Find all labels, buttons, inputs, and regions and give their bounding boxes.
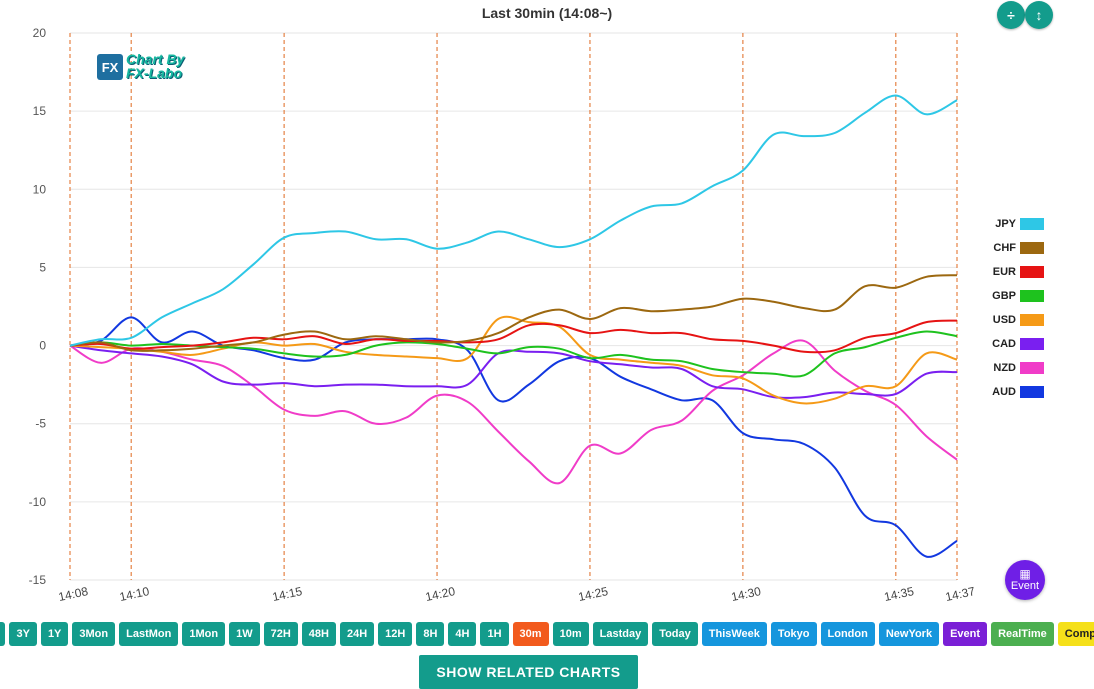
chart-title: Last 30min (14:08~) [481, 5, 613, 21]
logo: FX Chart By FX-Labo [97, 52, 207, 84]
line-chart: 20 15 10 5 0 -5 -10 -15 14:08 14:10 14:15 14:20 14:2… [29, 26, 977, 604]
timeframe-button-london[interactable]: London [820, 622, 875, 646]
timeframe-button-1y[interactable]: 1Y [40, 622, 69, 646]
legend: JPY CHF EUR GBP USD CAD NZD AUD [978, 212, 1044, 404]
timeframe-button-lastmon[interactable]: LastMon [119, 622, 179, 646]
timeframe-button-1w[interactable]: 1W [229, 622, 260, 646]
legend-swatch [1020, 266, 1044, 278]
legend-item-chf[interactable]: CHF [978, 236, 1044, 260]
timeframe-button-30m[interactable]: 30m [512, 622, 549, 646]
timeframe-button-event[interactable]: Event [943, 622, 988, 646]
timeframe-button-48h[interactable]: 48H [301, 622, 336, 646]
legend-label: EUR [992, 266, 1016, 278]
legend-swatch [1020, 362, 1044, 374]
timeframe-button-1h[interactable]: 1H [480, 622, 509, 646]
logo-line2: FX-Labo [126, 65, 182, 81]
timeframe-button-24h[interactable]: 24H [339, 622, 375, 646]
legend-swatch [1020, 338, 1044, 350]
series-line-eur [69, 319, 958, 354]
legend-item-gbp[interactable]: GBP [978, 284, 1044, 308]
y-tick-label: -15 [29, 573, 47, 587]
legend-swatch [1020, 218, 1044, 230]
legend-swatch [1020, 290, 1044, 302]
y-tick-label: -5 [35, 417, 46, 431]
legend-label: USD [992, 314, 1016, 326]
timeframe-button-1mon[interactable]: 1Mon [182, 622, 226, 646]
legend-label: JPY [995, 218, 1016, 230]
logo-line1: Chart By [126, 51, 185, 67]
legend-swatch [1020, 242, 1044, 254]
timeframe-button-today[interactable]: Today [652, 622, 698, 646]
expand-vertical-icon[interactable]: ↕ [1025, 1, 1053, 29]
x-tick-label: 14:15 [271, 584, 304, 604]
calendar-icon: ▦ [1019, 567, 1031, 581]
legend-swatch [1020, 386, 1044, 398]
legend-item-usd[interactable]: USD [978, 308, 1044, 332]
logo-icon: FX [97, 54, 123, 80]
series-line-usd [69, 315, 958, 405]
legend-label: NZD [993, 362, 1016, 374]
timeframe-bar: 5Y3Y1Y3MonLastMon1Mon1W72H48H24H12H8H4H1… [0, 622, 1094, 648]
legend-swatch [1020, 314, 1044, 326]
timeframe-button-newyork[interactable]: NewYork [878, 622, 940, 646]
timeframe-button-realtime[interactable]: RealTime [991, 622, 1054, 646]
series-line-aud [69, 316, 958, 558]
show-related-charts-button[interactable]: SHOW RELATED CHARTS [419, 655, 638, 689]
legend-item-jpy[interactable]: JPY [978, 212, 1044, 236]
timeframe-button-8h[interactable]: 8H [416, 622, 445, 646]
y-tick-label: 0 [39, 339, 46, 353]
y-tick-label: 10 [33, 182, 47, 196]
legend-item-eur[interactable]: EUR [978, 260, 1044, 284]
y-tick-label: 15 [33, 104, 47, 118]
event-button[interactable]: ▦ Event [1005, 560, 1045, 600]
y-tick-label: 5 [39, 260, 46, 274]
x-tick-label: 14:10 [118, 584, 151, 604]
legend-item-cad[interactable]: CAD [978, 332, 1044, 356]
x-tick-label: 14:30 [730, 584, 763, 604]
timeframe-button-3mon[interactable]: 3Mon [72, 622, 116, 646]
legend-label: CHF [993, 242, 1016, 254]
timeframe-button-5y[interactable]: 5Y [0, 622, 6, 646]
series-line-chf [69, 274, 958, 352]
series-line-nzd [69, 339, 958, 485]
y-tick-label: -10 [29, 495, 47, 509]
legend-label: GBP [992, 290, 1016, 302]
compress-vertical-icon[interactable]: ÷ [997, 1, 1025, 29]
legend-label: AUD [992, 386, 1016, 398]
timeframe-button-lastday[interactable]: Lastday [592, 622, 649, 646]
x-tick-label: 14:25 [577, 584, 610, 604]
x-tick-label: 14:08 [57, 584, 90, 604]
timeframe-button-12h[interactable]: 12H [378, 622, 413, 646]
x-tick-label: 14:20 [424, 584, 457, 604]
legend-item-aud[interactable]: AUD [978, 380, 1044, 404]
y-tick-label: 20 [33, 26, 47, 40]
timeframe-button-compare[interactable]: Compare [1057, 622, 1094, 646]
legend-item-nzd[interactable]: NZD [978, 356, 1044, 380]
timeframe-button-10m[interactable]: 10m [552, 622, 589, 646]
timeframe-button-72h[interactable]: 72H [263, 622, 298, 646]
x-tick-label: 14:37 [944, 584, 977, 604]
timeframe-button-thisweek[interactable]: ThisWeek [701, 622, 767, 646]
timeframe-button-4h[interactable]: 4H [448, 622, 477, 646]
event-button-label: Event [1010, 580, 1040, 592]
series-line-gbp [69, 330, 958, 378]
timeframe-button-tokyo[interactable]: Tokyo [770, 622, 817, 646]
timeframe-button-3y[interactable]: 3Y [9, 622, 37, 646]
legend-label: CAD [992, 338, 1016, 350]
x-tick-label: 14:35 [883, 584, 916, 604]
series-line-jpy [69, 94, 958, 347]
